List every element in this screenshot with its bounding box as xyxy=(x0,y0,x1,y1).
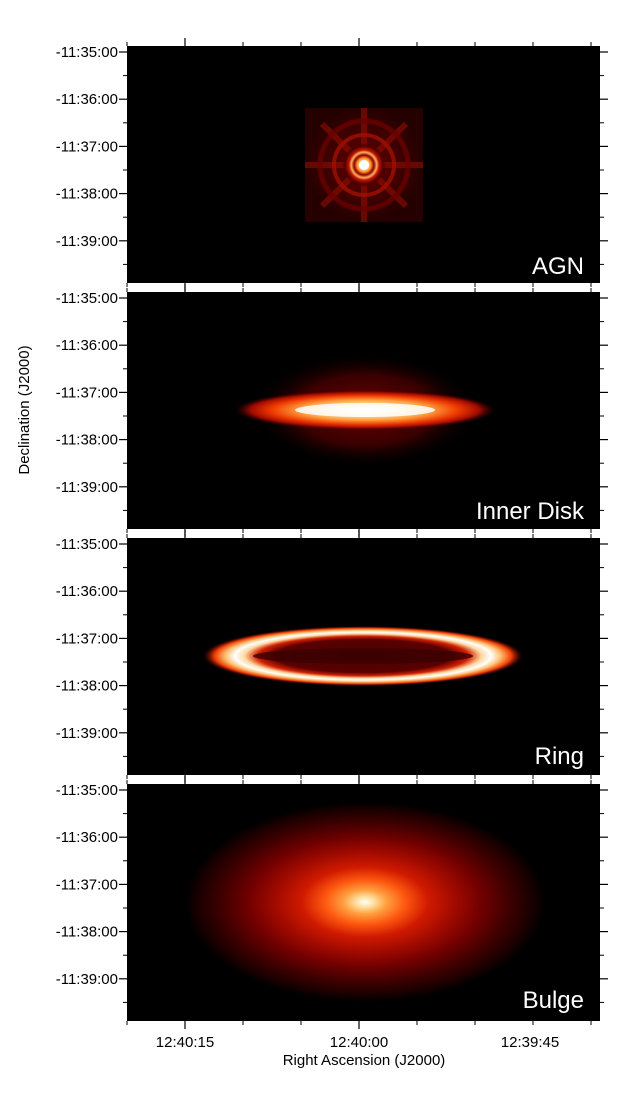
y-tick-label: -11:35:00 xyxy=(56,536,118,553)
y-tick-label: -11:37:00 xyxy=(56,630,118,647)
x-tick-label: 12:40:15 xyxy=(156,1034,214,1051)
y-tick-label: -11:35:00 xyxy=(56,290,118,307)
panel-bulge: Bulge xyxy=(127,784,600,1021)
y-tick-label: -11:36:00 xyxy=(56,583,118,600)
y-tick-labels: -11:35:00 -11:36:00 -11:37:00 -11:38:00 -11:… xyxy=(56,44,118,988)
y-tick-label: -11:39:00 xyxy=(56,479,118,496)
panel-label-bulge: Bulge xyxy=(523,987,584,1014)
y-tick-label: -11:39:00 xyxy=(56,233,118,250)
y-tick-label: -11:36:00 xyxy=(56,337,118,354)
x-tick-labels: 12:40:15 12:40:00 12:39:45 xyxy=(156,1034,559,1051)
y-tick-label: -11:36:00 xyxy=(56,829,118,846)
panel-label-ring: Ring xyxy=(535,743,584,770)
y-tick-label: -11:37:00 xyxy=(56,138,118,155)
y-tick-label: -11:37:00 xyxy=(56,384,118,401)
x-axis-title: Right Ascension (J2000) xyxy=(283,1052,446,1069)
y-tick-label: -11:37:00 xyxy=(56,876,118,893)
y-tick-label: -11:39:00 xyxy=(56,725,118,742)
y-tick-label: -11:35:00 xyxy=(56,44,118,61)
y-tick-label: -11:35:00 xyxy=(56,782,118,799)
panel-agn: AGN xyxy=(127,46,600,283)
y-tick-label: -11:38:00 xyxy=(56,186,118,203)
panel-label-inner-disk: Inner Disk xyxy=(476,498,585,525)
y-tick-label: -11:38:00 xyxy=(56,432,118,449)
y-axis-title: Declination (J2000) xyxy=(16,345,33,474)
panel-ring: Ring xyxy=(127,538,600,775)
axis-ticks xyxy=(119,38,608,1029)
y-tick-label: -11:38:00 xyxy=(56,678,118,695)
ring-image xyxy=(203,626,523,686)
inner-disk-image xyxy=(235,352,495,468)
x-tick-label: 12:39:45 xyxy=(501,1034,559,1051)
y-tick-label: -11:38:00 xyxy=(56,924,118,941)
x-tick-label: 12:40:00 xyxy=(330,1034,388,1051)
panel-inner-disk: Inner Disk xyxy=(127,292,600,529)
agn-image xyxy=(305,108,423,222)
panel-label-agn: AGN xyxy=(532,253,584,280)
y-tick-label: -11:39:00 xyxy=(56,971,118,988)
bulge-image xyxy=(185,802,545,1002)
y-tick-label: -11:36:00 xyxy=(56,91,118,108)
